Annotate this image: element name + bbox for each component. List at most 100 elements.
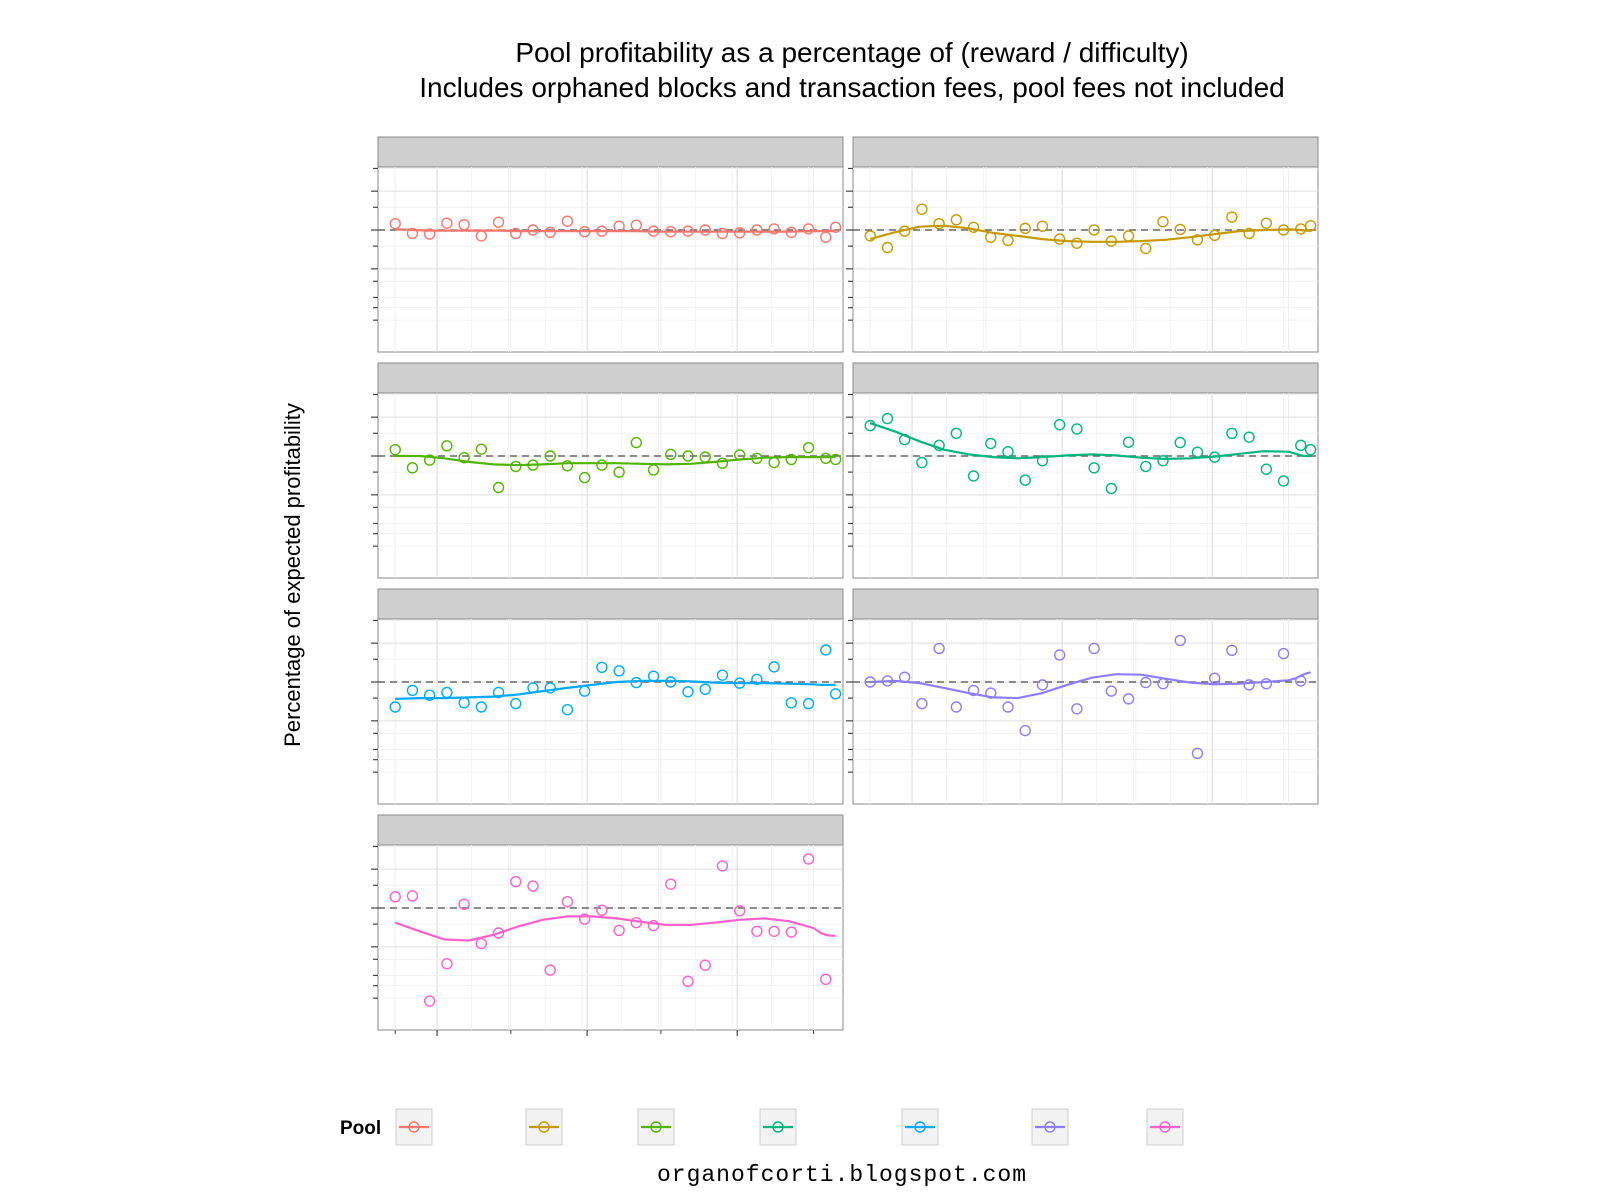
facet-strip <box>377 588 844 620</box>
data-point <box>613 924 625 937</box>
data-point <box>630 436 643 449</box>
data-point <box>578 471 591 484</box>
panel-background <box>852 392 1319 579</box>
legend-item-bitminter <box>759 1108 797 1146</box>
data-point <box>475 443 488 455</box>
panel-plot-area <box>378 845 843 1030</box>
data-point <box>389 891 401 903</box>
data-point <box>751 224 763 236</box>
data-point <box>423 689 436 701</box>
facet-strip <box>852 588 1319 620</box>
data-point <box>544 964 556 976</box>
legend-item-ghash-io <box>901 1108 939 1146</box>
y-axis <box>846 167 853 321</box>
data-point <box>682 450 694 462</box>
data-point <box>596 459 608 471</box>
data-point <box>820 644 832 656</box>
data-point <box>665 448 677 461</box>
data-point <box>406 227 419 240</box>
data-point <box>802 441 815 454</box>
data-point <box>1304 443 1317 456</box>
facet-antpool <box>371 136 844 353</box>
data-point <box>802 697 815 710</box>
data-point <box>492 927 505 939</box>
y-axis <box>371 167 378 321</box>
data-point <box>1243 227 1255 240</box>
data-point <box>751 673 763 685</box>
data-point <box>1243 679 1255 691</box>
legend-key-point <box>772 1121 784 1133</box>
data-point <box>768 925 780 937</box>
data-point <box>1053 649 1066 661</box>
data-point <box>561 895 574 908</box>
facet-ghash-io <box>371 588 844 805</box>
data-point <box>630 676 643 689</box>
trend-line <box>869 422 1311 460</box>
data-point <box>544 226 556 238</box>
data-point <box>1019 222 1031 235</box>
data-point <box>1295 439 1307 452</box>
data-point <box>441 217 453 229</box>
data-point <box>561 703 574 716</box>
data-point <box>682 686 694 698</box>
facet-strip <box>852 362 1319 394</box>
data-point <box>1105 685 1118 697</box>
data-point <box>829 221 842 233</box>
facet-slush <box>846 136 1319 353</box>
data-point <box>458 898 470 910</box>
data-point <box>985 687 997 699</box>
data-point <box>785 926 798 938</box>
facet-strip <box>852 136 1319 168</box>
data-point <box>1019 474 1031 486</box>
y-axis <box>371 619 378 773</box>
data-point <box>441 440 453 452</box>
data-point <box>881 412 894 425</box>
credit-text: organofcorti.blogspot.com <box>657 1162 1027 1188</box>
x-axis <box>394 1030 814 1036</box>
data-point <box>916 203 928 215</box>
data-point <box>527 880 539 892</box>
legend-key-point <box>650 1121 662 1133</box>
data-point <box>716 457 729 469</box>
facet-strip <box>377 814 844 846</box>
data-point <box>1071 703 1083 715</box>
panel-plot-area <box>378 619 843 804</box>
y-axis <box>846 619 853 773</box>
data-point <box>458 452 470 464</box>
legend-key-point <box>1044 1121 1056 1133</box>
data-point <box>510 460 522 473</box>
data-point <box>985 437 997 450</box>
data-point <box>1105 482 1118 495</box>
trend-line <box>394 915 836 942</box>
data-point <box>1071 237 1083 249</box>
data-point <box>864 230 876 242</box>
data-point <box>768 223 780 235</box>
data-point <box>1226 644 1238 657</box>
data-point <box>785 453 798 466</box>
data-point <box>1277 475 1290 487</box>
facet-strip <box>377 362 844 394</box>
legend-item-slush <box>525 1108 563 1146</box>
data-point <box>1191 234 1204 246</box>
panel-plot-area <box>853 619 1318 804</box>
data-point <box>967 684 980 697</box>
data-point <box>1277 647 1290 660</box>
data-point <box>389 443 401 456</box>
data-point <box>406 462 419 474</box>
data-point <box>1053 418 1066 431</box>
data-point <box>1019 724 1031 737</box>
chart-title: Pool profitability as a percentage of (r… <box>515 37 1188 68</box>
data-point <box>1122 693 1135 705</box>
data-point <box>596 904 608 916</box>
data-point <box>1036 454 1049 467</box>
data-point <box>423 995 436 1007</box>
legend-item-eligius <box>637 1108 675 1146</box>
chart-subtitle: Includes orphaned blocks and transaction… <box>419 72 1284 103</box>
data-point <box>389 701 401 713</box>
data-point <box>950 427 963 439</box>
data-point <box>647 919 660 932</box>
data-point <box>544 450 556 462</box>
data-point <box>682 975 694 988</box>
data-point <box>1036 679 1049 691</box>
data-point <box>785 697 798 709</box>
